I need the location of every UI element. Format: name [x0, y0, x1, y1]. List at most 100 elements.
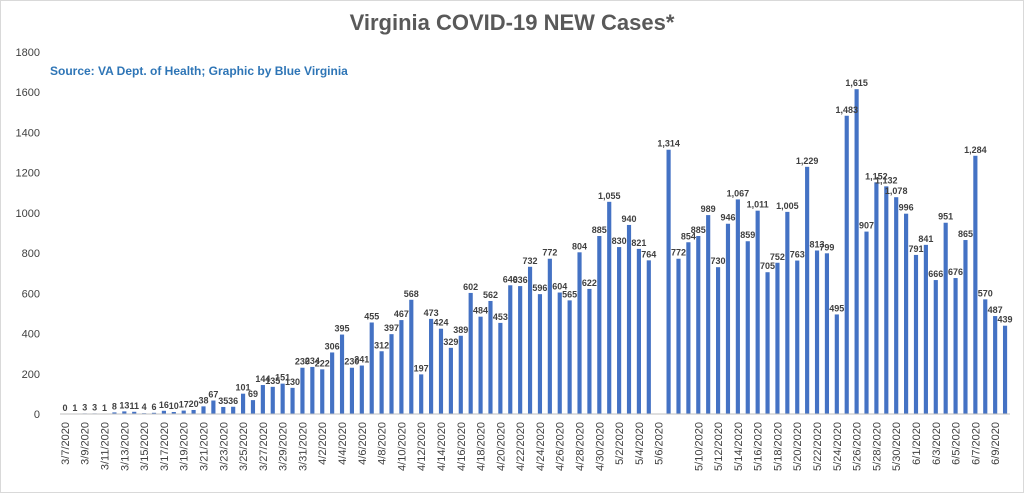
bar: [854, 89, 859, 414]
bar: [112, 412, 117, 414]
data-label: 1: [102, 403, 107, 413]
y-tick-label: 600: [22, 288, 40, 300]
data-label: 495: [829, 303, 844, 313]
bar: [369, 322, 374, 414]
data-label: 3: [82, 402, 87, 412]
data-label: 666: [928, 269, 943, 279]
x-tick-label: 5/28/2020: [871, 422, 883, 471]
data-label: 951: [938, 212, 953, 222]
x-tick-label: 6/5/2020: [951, 422, 963, 465]
bar: [488, 300, 493, 414]
bar: [349, 367, 355, 414]
data-label: 604: [552, 282, 567, 292]
data-label: 197: [414, 363, 429, 373]
bar: [904, 213, 909, 414]
data-label: 69: [248, 389, 258, 399]
y-tick-label: 1400: [16, 127, 40, 139]
x-tick-label: 5/18/2020: [772, 422, 784, 471]
bar: [409, 299, 414, 414]
x-tick-label: 3/19/2020: [179, 422, 191, 471]
x-tick-label: 4/6/2020: [357, 422, 369, 465]
bar: [1002, 325, 1008, 414]
data-label: 6: [152, 402, 157, 412]
x-tick-label: 3/25/2020: [238, 422, 250, 471]
bar: [923, 244, 928, 414]
data-label: 730: [711, 256, 726, 266]
bar: [468, 292, 473, 414]
bar: [132, 411, 137, 414]
bar: [745, 241, 750, 414]
bar: [577, 252, 582, 414]
x-tick-label: 6/1/2020: [911, 422, 923, 465]
bar: [597, 236, 602, 414]
x-tick-label: 4/24/2020: [535, 422, 547, 471]
data-label: 622: [582, 278, 597, 288]
bar: [795, 260, 800, 414]
bar: [785, 211, 790, 414]
data-label: 1,132: [875, 175, 898, 185]
x-tick-label: 3/29/2020: [278, 422, 290, 471]
bar: [122, 411, 127, 414]
bar: [201, 406, 206, 414]
data-label: 821: [631, 238, 646, 248]
bar: [221, 406, 226, 414]
bar: [755, 210, 760, 414]
x-tick-label: 3/17/2020: [159, 422, 171, 471]
bar: [537, 294, 543, 414]
y-axis: 0 200 400 600 800 1000 1200 1400 1600 1800: [16, 47, 40, 421]
bar: [231, 406, 236, 414]
bar: [626, 224, 632, 414]
data-label: 16: [159, 400, 169, 410]
data-label: 1,229: [796, 156, 819, 166]
x-tick-label: 4/20/2020: [495, 422, 507, 471]
bar: [508, 285, 513, 414]
data-label: 329: [443, 337, 458, 347]
bar: [834, 314, 839, 414]
x-tick-label: 5/4/2020: [634, 422, 646, 465]
bar: [933, 280, 938, 414]
bar: [211, 400, 216, 414]
data-label: 389: [453, 325, 468, 335]
bar: [399, 320, 404, 414]
bar: [646, 260, 651, 414]
data-label: 1,615: [845, 78, 868, 88]
data-label: 732: [523, 256, 538, 266]
data-label: 1,067: [727, 188, 750, 198]
bar: [171, 411, 176, 414]
data-label: 230: [295, 357, 310, 367]
x-axis: 3/7/2020 3/9/2020 3/11/2020 3/13/2020 3/15/2…: [60, 413, 1010, 471]
data-label: 424: [433, 318, 448, 328]
bar: [993, 316, 998, 414]
x-tick-label: 4/22/2020: [515, 422, 527, 471]
bar: [280, 383, 285, 414]
x-tick-label: 3/9/2020: [80, 422, 92, 465]
data-label: 0: [62, 403, 67, 413]
bar: [161, 410, 166, 414]
data-label: 8: [112, 401, 117, 411]
bar: [330, 352, 335, 414]
data-label: 67: [208, 390, 218, 400]
data-label: 1,005: [776, 201, 799, 211]
data-label: 453: [493, 312, 508, 322]
y-tick-label: 1000: [16, 208, 40, 220]
bar: [240, 393, 246, 414]
data-label: 705: [760, 261, 775, 271]
x-tick-label: 3/21/2020: [198, 422, 210, 471]
data-label: 10: [169, 401, 179, 411]
x-tick-label: 4/2/2020: [317, 422, 329, 465]
data-label: 940: [621, 214, 636, 224]
data-label: 562: [483, 290, 498, 300]
data-label: 636: [513, 275, 528, 285]
data-label: 3: [92, 402, 97, 412]
x-tick-label: 5/16/2020: [753, 422, 765, 471]
data-label: 989: [701, 204, 716, 214]
data-label: 1,314: [657, 139, 680, 149]
data-label: 455: [364, 311, 379, 321]
x-tick-label: 5/10/2020: [693, 422, 705, 471]
bar: [715, 267, 721, 414]
bar: [260, 385, 265, 414]
bar: [478, 316, 483, 414]
x-tick-label: 4/10/2020: [396, 422, 408, 471]
bar: [547, 258, 552, 414]
data-label: 1,011: [747, 200, 769, 210]
